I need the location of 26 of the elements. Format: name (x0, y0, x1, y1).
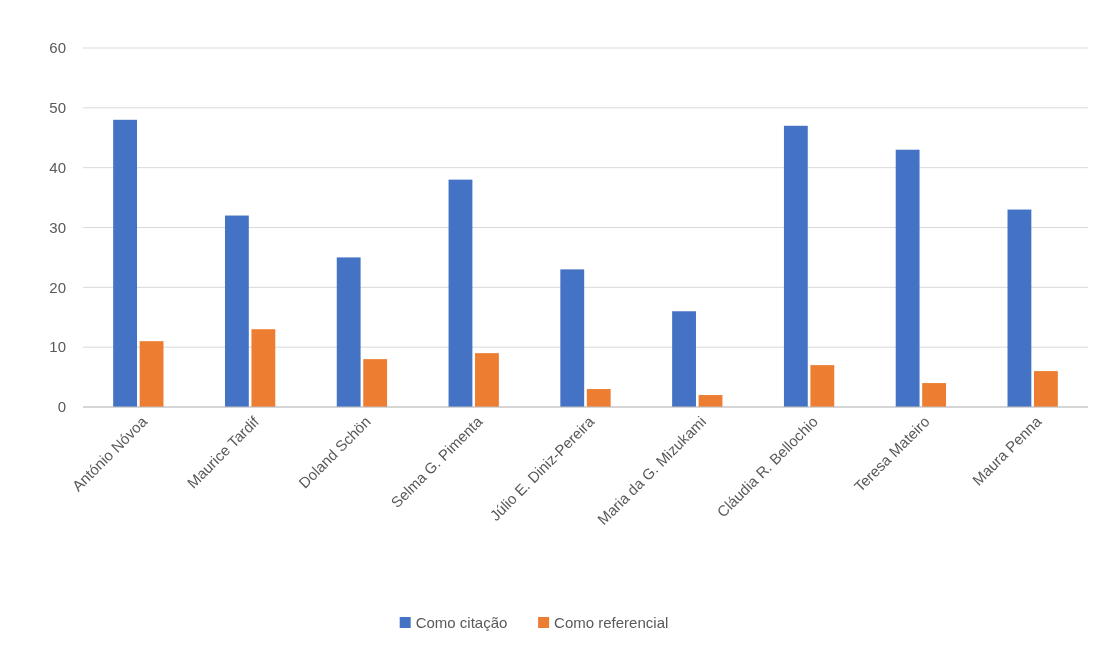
bar (783, 125, 808, 407)
bar (113, 119, 138, 407)
bar (448, 179, 473, 407)
bar (363, 359, 388, 407)
legend-label: Como citação (415, 614, 508, 632)
bar (1007, 209, 1032, 407)
bar (251, 329, 276, 407)
legend-label: Como referencial (554, 614, 669, 632)
bar (895, 149, 920, 407)
y-tick-label: 10 (49, 338, 66, 356)
bar (475, 353, 499, 407)
bar (224, 215, 249, 407)
bar (1033, 371, 1058, 407)
y-tick-label: 0 (57, 398, 66, 416)
bar (586, 389, 611, 407)
y-tick-label: 30 (49, 218, 66, 236)
bar (336, 257, 361, 407)
bar (672, 311, 696, 407)
bar (560, 269, 585, 407)
y-tick-label: 40 (49, 158, 66, 176)
bar (810, 365, 835, 407)
y-tick-label: 20 (49, 278, 66, 296)
bar (922, 383, 947, 407)
y-tick-label: 60 (49, 39, 66, 57)
y-tick-label: 50 (49, 99, 66, 117)
bar (139, 341, 164, 407)
